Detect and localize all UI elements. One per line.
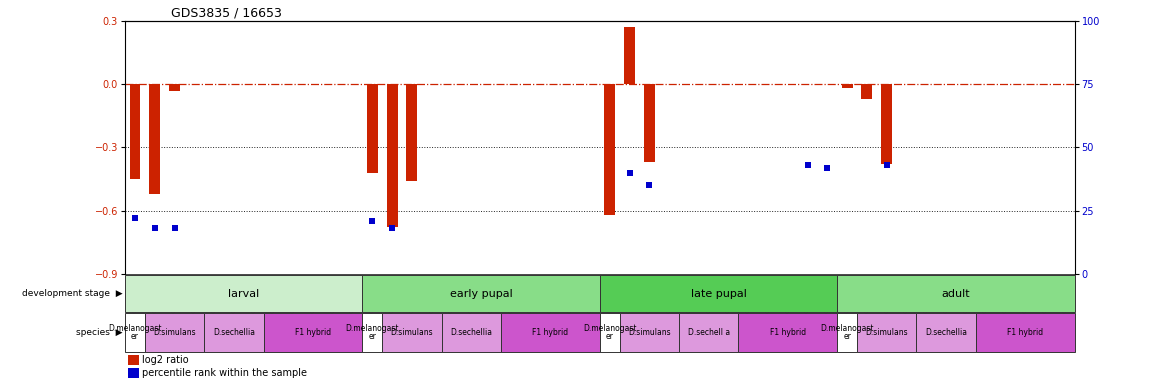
Bar <box>387 84 397 227</box>
Text: F1 hybrid: F1 hybrid <box>770 328 806 337</box>
Bar <box>644 84 654 162</box>
Bar <box>501 313 600 352</box>
Bar <box>624 27 635 84</box>
Bar <box>881 84 892 164</box>
Bar <box>127 368 139 378</box>
Bar <box>382 313 441 352</box>
Text: D.sechell a: D.sechell a <box>688 328 730 337</box>
Text: larval: larval <box>228 288 259 299</box>
Bar <box>862 84 872 99</box>
Text: D.simulans: D.simulans <box>865 328 908 337</box>
Text: D.sechellia: D.sechellia <box>450 328 492 337</box>
Text: adult: adult <box>941 288 970 299</box>
Bar <box>679 313 739 352</box>
Text: D.melanogast
er: D.melanogast er <box>582 324 637 341</box>
Bar <box>145 313 204 352</box>
Text: F1 hybrid: F1 hybrid <box>295 328 331 337</box>
Bar <box>739 313 837 352</box>
Bar <box>857 313 916 352</box>
Text: percentile rank within the sample: percentile rank within the sample <box>142 368 307 378</box>
Text: early pupal: early pupal <box>449 288 513 299</box>
Bar <box>916 313 976 352</box>
Bar <box>204 313 264 352</box>
Text: species  ▶: species ▶ <box>76 328 123 337</box>
Text: F1 hybrid: F1 hybrid <box>1007 328 1043 337</box>
Text: D.sechellia: D.sechellia <box>213 328 255 337</box>
Bar <box>600 313 620 352</box>
Text: D.melanogast
er: D.melanogast er <box>345 324 400 341</box>
Bar <box>441 313 501 352</box>
Bar <box>837 313 857 352</box>
Bar <box>264 313 362 352</box>
Bar <box>149 84 160 194</box>
Bar <box>620 313 679 352</box>
Text: development stage  ▶: development stage ▶ <box>22 289 123 298</box>
Text: D.simulans: D.simulans <box>390 328 433 337</box>
Bar <box>130 84 140 179</box>
Text: F1 hybrid: F1 hybrid <box>533 328 569 337</box>
Bar <box>604 84 615 215</box>
Bar <box>125 313 145 352</box>
Text: late pupal: late pupal <box>690 288 747 299</box>
Bar <box>125 275 362 312</box>
Text: D.sechellia: D.sechellia <box>925 328 967 337</box>
Bar <box>406 84 417 181</box>
Text: GDS3835 / 16653: GDS3835 / 16653 <box>171 6 283 19</box>
Bar <box>362 313 382 352</box>
Bar <box>367 84 378 173</box>
Bar <box>362 275 600 312</box>
Text: D.melanogast
er: D.melanogast er <box>108 324 162 341</box>
Bar <box>976 313 1075 352</box>
Bar <box>169 84 179 91</box>
Bar <box>842 84 852 88</box>
Bar <box>837 275 1075 312</box>
Text: log2 ratio: log2 ratio <box>142 355 189 365</box>
Text: D.simulans: D.simulans <box>153 328 196 337</box>
Bar <box>127 355 139 366</box>
Text: D.melanogast
er: D.melanogast er <box>820 324 874 341</box>
Bar <box>600 275 837 312</box>
Text: D.simulans: D.simulans <box>628 328 670 337</box>
